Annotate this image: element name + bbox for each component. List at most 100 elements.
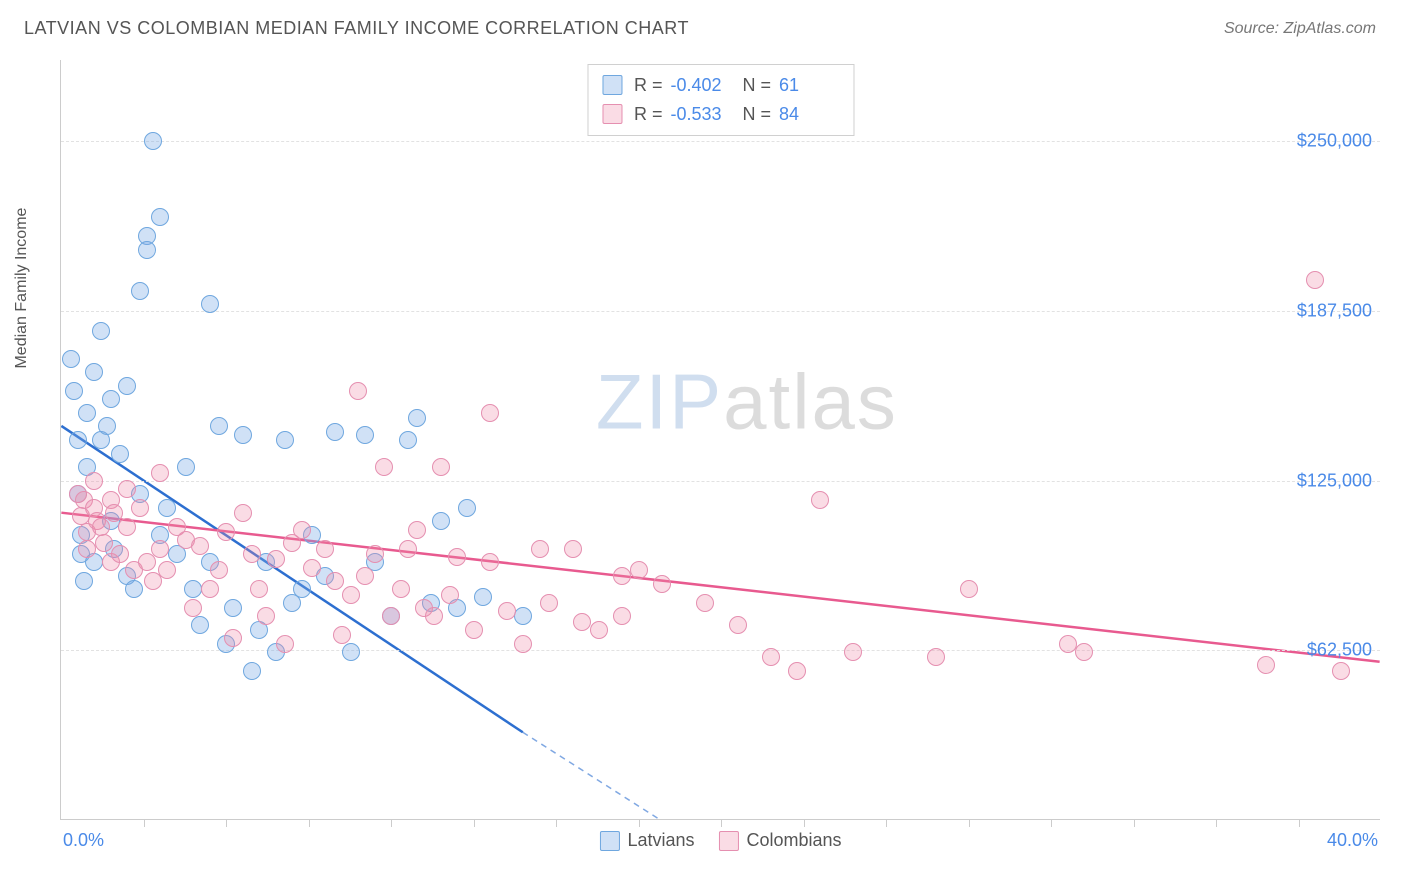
stat-n-label: N =: [743, 71, 772, 100]
data-point: [138, 553, 156, 571]
data-point: [111, 545, 129, 563]
plot-area: ZIPatlas R =-0.402N =61R =-0.533N =84 0.…: [60, 60, 1380, 820]
legend-row: R = -0.533 N =84: [602, 100, 839, 129]
data-point: [432, 512, 450, 530]
data-point: [844, 643, 862, 661]
data-point: [729, 616, 747, 634]
data-point: [257, 607, 275, 625]
gridline: [61, 141, 1380, 142]
x-tick: [1051, 819, 1052, 827]
y-tick-label: $187,500: [1297, 301, 1372, 322]
data-point: [111, 445, 129, 463]
data-point: [342, 643, 360, 661]
gridline: [61, 311, 1380, 312]
data-point: [234, 426, 252, 444]
x-tick: [474, 819, 475, 827]
data-point: [481, 404, 499, 422]
data-point: [375, 458, 393, 476]
data-point: [349, 382, 367, 400]
data-point: [243, 662, 261, 680]
data-point: [92, 322, 110, 340]
data-point: [514, 607, 532, 625]
stat-r-label: R =: [634, 71, 663, 100]
data-point: [78, 404, 96, 422]
data-point: [131, 499, 149, 517]
data-point: [1059, 635, 1077, 653]
data-point: [316, 540, 334, 558]
chart-container: Median Family Income ZIPatlas R =-0.402N…: [50, 60, 1380, 820]
watermark: ZIPatlas: [596, 356, 898, 447]
correlation-legend: R =-0.402N =61R =-0.533N =84: [587, 64, 854, 136]
legend-swatch: [719, 831, 739, 851]
data-point: [356, 567, 374, 585]
legend-swatch: [599, 831, 619, 851]
data-point: [98, 417, 116, 435]
data-point: [224, 629, 242, 647]
data-point: [1332, 662, 1350, 680]
data-point: [85, 363, 103, 381]
data-point: [333, 626, 351, 644]
data-point: [540, 594, 558, 612]
y-tick-label: $125,000: [1297, 470, 1372, 491]
data-point: [590, 621, 608, 639]
data-point: [399, 431, 417, 449]
x-tick: [1216, 819, 1217, 827]
data-point: [448, 548, 466, 566]
x-tick: [804, 819, 805, 827]
stat-r-label: R =: [634, 100, 663, 129]
data-point: [267, 550, 285, 568]
data-point: [224, 599, 242, 617]
x-axis-max-label: 40.0%: [1327, 830, 1378, 851]
data-point: [653, 575, 671, 593]
data-point: [250, 580, 268, 598]
data-point: [92, 518, 110, 536]
data-point: [326, 572, 344, 590]
data-point: [696, 594, 714, 612]
data-point: [613, 607, 631, 625]
data-point: [498, 602, 516, 620]
x-tick: [969, 819, 970, 827]
stat-n-label: N =: [743, 100, 772, 129]
legend-swatch: [602, 75, 622, 95]
data-point: [217, 523, 235, 541]
data-point: [474, 588, 492, 606]
data-point: [326, 423, 344, 441]
data-point: [399, 540, 417, 558]
data-point: [78, 540, 96, 558]
data-point: [184, 599, 202, 617]
data-point: [811, 491, 829, 509]
data-point: [75, 572, 93, 590]
trend-lines: [61, 60, 1380, 819]
data-point: [458, 499, 476, 517]
stat-n-value: 84: [779, 100, 839, 129]
data-point: [788, 662, 806, 680]
x-tick: [391, 819, 392, 827]
data-point: [69, 431, 87, 449]
stat-n-value: 61: [779, 71, 839, 100]
data-point: [118, 377, 136, 395]
data-point: [276, 431, 294, 449]
data-point: [158, 561, 176, 579]
y-axis-label: Median Family Income: [13, 208, 31, 369]
x-tick: [1299, 819, 1300, 827]
data-point: [151, 540, 169, 558]
legend-label: Colombians: [747, 830, 842, 851]
series-legend: LatviansColombians: [599, 830, 841, 851]
data-point: [138, 241, 156, 259]
x-tick: [144, 819, 145, 827]
data-point: [564, 540, 582, 558]
data-point: [201, 580, 219, 598]
data-point: [432, 458, 450, 476]
data-point: [1306, 271, 1324, 289]
gridline: [61, 650, 1380, 651]
data-point: [573, 613, 591, 631]
y-tick-label: $250,000: [1297, 131, 1372, 152]
data-point: [177, 458, 195, 476]
x-tick: [226, 819, 227, 827]
chart-title: LATVIAN VS COLOMBIAN MEDIAN FAMILY INCOM…: [24, 18, 689, 39]
data-point: [234, 504, 252, 522]
data-point: [425, 607, 443, 625]
stat-r-value: -0.533: [671, 100, 731, 129]
data-point: [630, 561, 648, 579]
data-point: [613, 567, 631, 585]
